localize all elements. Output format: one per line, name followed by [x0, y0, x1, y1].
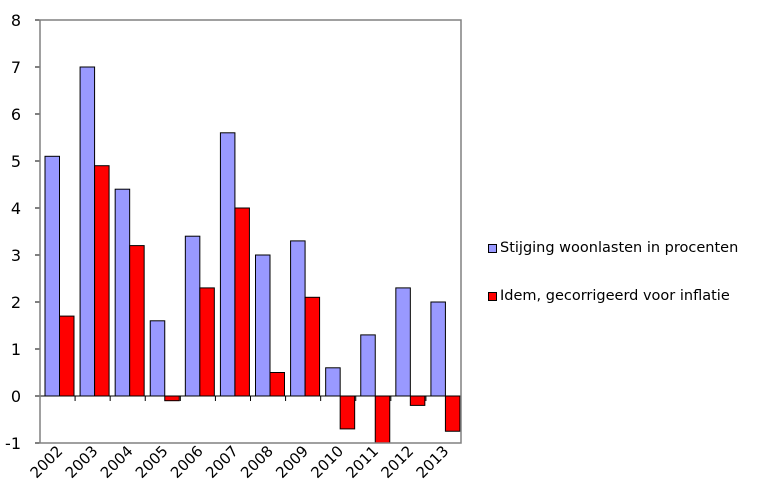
x-tick-label: 2006 — [167, 442, 207, 482]
legend-swatch-series-2 — [488, 291, 497, 301]
bar-series-2-2011 — [374, 395, 391, 444]
bar-series-2-2003 — [94, 165, 110, 397]
chart-bars — [44, 66, 461, 444]
bar-series-1-2006 — [184, 235, 201, 397]
y-tick-label: 5 — [11, 152, 21, 171]
x-tick-label: 2003 — [62, 442, 102, 482]
x-tick-label: 2012 — [377, 442, 417, 482]
y-tick-label: 0 — [11, 387, 21, 406]
bar-series-1-2003 — [79, 66, 96, 397]
y-tick-label: 7 — [11, 58, 21, 77]
y-tick-label: 8 — [11, 11, 21, 30]
x-tick-label: 2009 — [272, 442, 312, 482]
bar-series-1-2012 — [395, 287, 411, 397]
bar-series-1-2004 — [114, 188, 131, 397]
y-tick-label: 3 — [11, 246, 21, 265]
y-tick-label: -1 — [5, 434, 21, 453]
y-tick-label: 4 — [11, 199, 21, 218]
x-tick-label: 2011 — [342, 442, 382, 482]
bar-series-2-2005 — [164, 395, 180, 402]
bar-series-2-2009 — [304, 296, 321, 397]
y-tick-label: 2 — [11, 293, 21, 312]
legend: Stijging woonlasten in procenten Idem, g… — [488, 238, 738, 334]
bar-series-1-2010 — [325, 367, 341, 397]
legend-label-series-2: Idem, gecorrigeerd voor inflatie — [500, 288, 730, 304]
y-tick-label: 1 — [11, 340, 21, 359]
bar-series-1-2008 — [255, 254, 271, 397]
bar-series-1-2009 — [290, 240, 306, 397]
bar-series-2-2012 — [409, 395, 426, 406]
x-axis-ticks: 2002200320042005200620072008200920102011… — [27, 396, 462, 482]
legend-swatch-series-1 — [488, 243, 497, 253]
legend-label-series-1: Stijging woonlasten in procenten — [500, 240, 739, 256]
bar-series-1-2013 — [430, 301, 446, 397]
legend-item-series-2: Idem, gecorrigeerd voor inflatie — [488, 286, 738, 306]
x-tick-label: 2007 — [202, 442, 242, 482]
x-tick-label: 2004 — [97, 442, 137, 482]
bar-series-2-2013 — [444, 395, 461, 432]
bar-series-1-2002 — [44, 155, 60, 397]
bar-series-2-2004 — [129, 245, 145, 397]
x-tick-label: 2002 — [27, 442, 67, 482]
x-tick-label: 2008 — [237, 442, 277, 482]
bar-series-1-2005 — [149, 320, 166, 397]
legend-item-series-1: Stijging woonlasten in procenten — [488, 238, 738, 258]
bar-series-2-2002 — [59, 315, 75, 397]
bar-series-2-2007 — [234, 207, 250, 397]
y-axis-ticks: 8 7 6 5 4 3 2 1 0 -1 — [5, 11, 40, 453]
bar-series-2-2010 — [339, 395, 356, 430]
x-tick-label: 2013 — [413, 442, 453, 482]
x-tick-label: 2010 — [307, 442, 347, 482]
bar-series-2-2008 — [269, 372, 285, 397]
bar-series-1-2011 — [360, 334, 376, 397]
plot-area-frame — [39, 19, 462, 444]
x-tick-label: 2005 — [132, 442, 172, 482]
bar-series-2-2006 — [199, 287, 215, 397]
bar-series-1-2007 — [219, 132, 236, 397]
y-tick-label: 6 — [11, 105, 21, 124]
